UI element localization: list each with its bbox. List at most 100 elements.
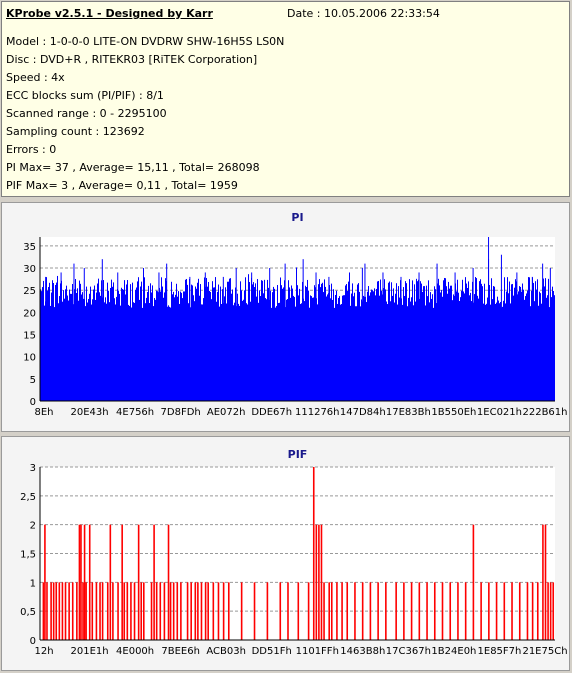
pi-bar	[214, 287, 215, 401]
pif-bar	[42, 582, 45, 640]
pi-bar	[531, 290, 532, 401]
pi-bar	[399, 297, 400, 401]
x-tick-label: 1463B8h	[340, 646, 385, 657]
pi-bar	[441, 290, 442, 401]
pi-spike	[284, 263, 286, 401]
pi-bar	[331, 283, 332, 401]
pif-bar	[123, 582, 126, 640]
pif-bar	[101, 582, 104, 640]
pi-bar	[114, 298, 115, 401]
pi-bar	[274, 288, 275, 401]
pi-bar	[417, 281, 418, 401]
pi-bar	[178, 291, 179, 401]
pi-bar	[154, 298, 155, 401]
pi-bar	[498, 300, 499, 401]
pi-bar	[188, 303, 189, 401]
x-tick-label: 4E000h	[116, 646, 154, 657]
pi-bar	[169, 306, 170, 401]
pif-bar	[536, 582, 539, 640]
pi-bar	[198, 278, 199, 401]
pi-bar	[330, 298, 331, 401]
pi-bar	[370, 292, 371, 401]
pi-bar	[215, 277, 216, 401]
pi-bar	[409, 279, 410, 401]
pif-bar	[106, 582, 109, 640]
pi-bar	[69, 289, 70, 401]
pi-bar	[282, 288, 283, 401]
pi-bar	[549, 307, 550, 401]
pif-bar	[176, 582, 179, 640]
info-range: Scanned range : 0 - 2295100	[6, 107, 167, 120]
pi-bar	[232, 289, 233, 401]
pif-bar	[64, 582, 67, 640]
pi-bar	[206, 277, 207, 401]
x-tick-label: 4E756h	[116, 407, 154, 418]
pif-chart: PIF 0 0,5 1 1,5 2 2,5 3 12h 201E1h 4E000h 7BEE6h ACB…	[20, 448, 567, 657]
pi-bar	[208, 281, 209, 401]
pi-bar	[245, 277, 246, 401]
pi-bar	[301, 303, 302, 401]
pi-bar	[539, 291, 540, 401]
y-tick-label: 25	[23, 286, 36, 297]
pif-bar	[180, 582, 182, 640]
pi-bar	[98, 278, 99, 401]
pi-bar	[518, 291, 519, 401]
pi-bar	[411, 297, 412, 401]
pi-bar	[431, 298, 432, 401]
pi-bar	[277, 285, 278, 401]
pi-spike	[60, 272, 62, 401]
y-tick-label: 20	[23, 308, 36, 319]
pif-bar	[85, 582, 87, 640]
pi-bar	[454, 295, 455, 401]
x-tick-label: ACB03h	[206, 646, 246, 657]
pi-bar	[240, 281, 241, 401]
pi-bar	[97, 283, 98, 401]
pi-bar	[203, 298, 204, 401]
pi-bar	[242, 300, 243, 401]
y-tick-label: 0	[30, 636, 36, 647]
pi-bar	[334, 307, 335, 401]
pi-bar	[545, 278, 546, 401]
pi-bar	[494, 286, 495, 401]
pi-bar	[165, 278, 166, 401]
pi-bar	[366, 302, 367, 401]
pi-bar	[427, 296, 428, 401]
pi-bar	[385, 289, 386, 401]
pi-bar	[200, 284, 201, 401]
pi-bar	[461, 290, 462, 401]
pif-bar	[71, 582, 74, 640]
pi-bar	[62, 301, 63, 401]
pi-bar	[348, 281, 349, 401]
pi-bar	[378, 280, 379, 401]
pi-bar	[482, 286, 483, 401]
pi-bar	[310, 295, 311, 401]
pi-bar	[342, 295, 343, 401]
pif-bar	[418, 582, 421, 640]
pi-bar	[304, 301, 305, 401]
pi-bar	[109, 302, 110, 401]
pi-bar	[398, 286, 399, 401]
y-tick-label: 35	[23, 242, 36, 253]
pi-bar	[468, 281, 469, 401]
pi-bar	[510, 303, 511, 401]
pi-bar	[175, 294, 176, 401]
x-tick-label: DDE67h	[251, 407, 292, 418]
pi-bar	[256, 296, 257, 401]
pi-bar	[540, 293, 541, 401]
pi-bar	[503, 300, 504, 401]
pi-bar	[492, 299, 493, 401]
pi-bar	[313, 297, 314, 401]
pi-bar	[416, 278, 417, 401]
pi-bar	[52, 280, 53, 401]
pi-bar	[414, 284, 415, 401]
pi-spike	[454, 272, 456, 401]
pi-bar	[140, 286, 141, 401]
pi-bar	[195, 286, 196, 401]
pi-bar	[235, 287, 236, 401]
pi-bar	[86, 286, 87, 401]
pi-bar	[173, 291, 174, 401]
pi-bar	[293, 295, 294, 401]
pi-bar	[167, 306, 168, 401]
pif-chart-panel: PIF 0 0,5 1 1,5 2 2,5 3 12h 201E1h 4E000h 7BEE6h ACB…	[1, 436, 570, 671]
pi-bar	[444, 277, 445, 401]
